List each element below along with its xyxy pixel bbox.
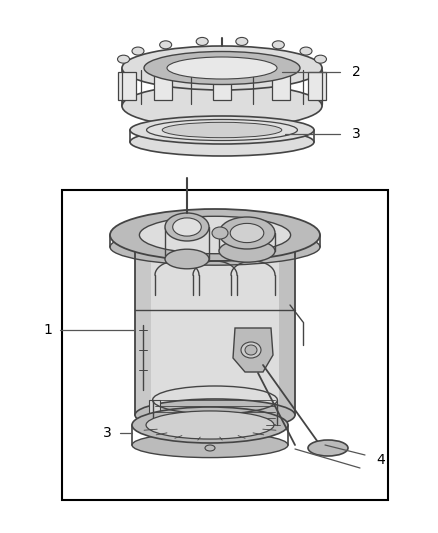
Ellipse shape	[230, 223, 263, 243]
Ellipse shape	[307, 440, 347, 456]
Ellipse shape	[117, 55, 129, 63]
Ellipse shape	[162, 122, 281, 138]
Ellipse shape	[166, 57, 276, 79]
Ellipse shape	[172, 218, 201, 236]
Bar	[62, 190, 387, 500]
Ellipse shape	[219, 217, 274, 249]
Text: 1: 1	[43, 323, 52, 337]
Ellipse shape	[240, 342, 261, 358]
Ellipse shape	[299, 47, 311, 55]
Text: 3: 3	[351, 127, 360, 141]
Ellipse shape	[122, 84, 321, 128]
Bar	[154, 72, 172, 100]
Ellipse shape	[196, 37, 208, 45]
Ellipse shape	[146, 119, 297, 141]
Ellipse shape	[132, 47, 144, 55]
Bar	[271, 72, 289, 100]
Text: 3: 3	[103, 426, 112, 440]
Bar	[307, 72, 325, 100]
Ellipse shape	[122, 46, 321, 90]
Ellipse shape	[314, 55, 326, 63]
Ellipse shape	[110, 209, 319, 261]
Ellipse shape	[110, 229, 319, 265]
Bar	[212, 72, 230, 100]
Ellipse shape	[272, 41, 284, 49]
Ellipse shape	[132, 432, 287, 458]
Ellipse shape	[146, 411, 273, 439]
Bar	[135, 245, 151, 415]
Ellipse shape	[130, 116, 313, 144]
Ellipse shape	[244, 345, 256, 355]
Ellipse shape	[235, 37, 247, 45]
Ellipse shape	[132, 407, 287, 443]
Ellipse shape	[219, 240, 274, 262]
Ellipse shape	[165, 213, 208, 241]
Ellipse shape	[135, 399, 294, 431]
Ellipse shape	[165, 249, 208, 269]
Bar	[148, 400, 159, 418]
Ellipse shape	[144, 52, 299, 85]
Text: 2: 2	[351, 65, 360, 79]
Ellipse shape	[205, 445, 215, 451]
Ellipse shape	[130, 128, 313, 156]
Polygon shape	[233, 328, 272, 372]
Ellipse shape	[212, 227, 227, 239]
Bar	[118, 72, 136, 100]
Bar	[279, 245, 294, 415]
Ellipse shape	[159, 41, 171, 49]
Bar	[135, 245, 294, 415]
Ellipse shape	[139, 216, 290, 254]
Text: 4: 4	[375, 453, 384, 467]
